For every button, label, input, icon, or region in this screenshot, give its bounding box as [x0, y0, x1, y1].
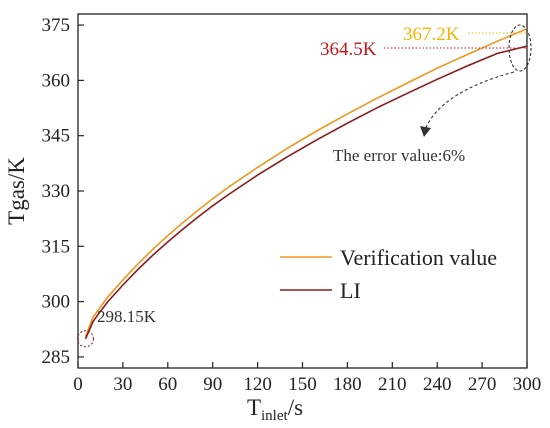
series-lines: [84, 28, 528, 340]
x-tick-label: 60: [158, 374, 177, 395]
x-tick-label: 210: [378, 374, 407, 395]
series-line-li: [84, 45, 528, 340]
x-axis-title: Tinlet/s: [247, 395, 303, 424]
x-tick-label: 180: [333, 374, 362, 395]
error-arrow-head: [420, 126, 431, 137]
error-arrow: [424, 71, 515, 131]
series-line-verification: [84, 28, 528, 337]
axis-titles: Tinlet/s Tgas/K: [4, 157, 303, 424]
x-tick-label: 300: [513, 374, 542, 395]
x-tick-label: 0: [73, 374, 83, 395]
x-tick-label: 90: [203, 374, 222, 395]
y-tick-label: 345: [42, 126, 71, 147]
legend: Verification value LI: [280, 245, 497, 303]
start-highlight-circle: [76, 330, 94, 348]
axis-ticks: 0 30 60 90 120 150 180 210 240 270 300 285 300 315 330…: [42, 15, 542, 395]
x-tick-label: 150: [288, 374, 317, 395]
y-tick-label: 360: [42, 70, 71, 91]
li-end-label: 364.5K: [320, 39, 377, 60]
x-tick-label: 30: [113, 374, 132, 395]
y-tick-label: 375: [42, 15, 71, 36]
end-highlight-ellipse: [508, 24, 532, 72]
error-value-label: The error value:6%: [333, 146, 465, 165]
legend-label-verification: Verification value: [340, 245, 497, 270]
y-tick-label: 315: [42, 236, 71, 257]
verification-end-label: 367.2K: [403, 24, 460, 45]
x-tick-label: 270: [468, 374, 497, 395]
y-tick-label: 330: [42, 181, 71, 202]
x-tick-label: 120: [243, 374, 272, 395]
x-tick-label: 240: [423, 374, 452, 395]
annotations: 367.2K 364.5K The error value:6% 298.15K: [76, 24, 532, 348]
y-axis-title: Tgas/K: [4, 157, 29, 225]
legend-label-li: LI: [340, 278, 361, 303]
start-value-label: 298.15K: [97, 307, 157, 326]
y-tick-label: 300: [42, 292, 71, 313]
y-tick-label: 285: [42, 347, 71, 368]
